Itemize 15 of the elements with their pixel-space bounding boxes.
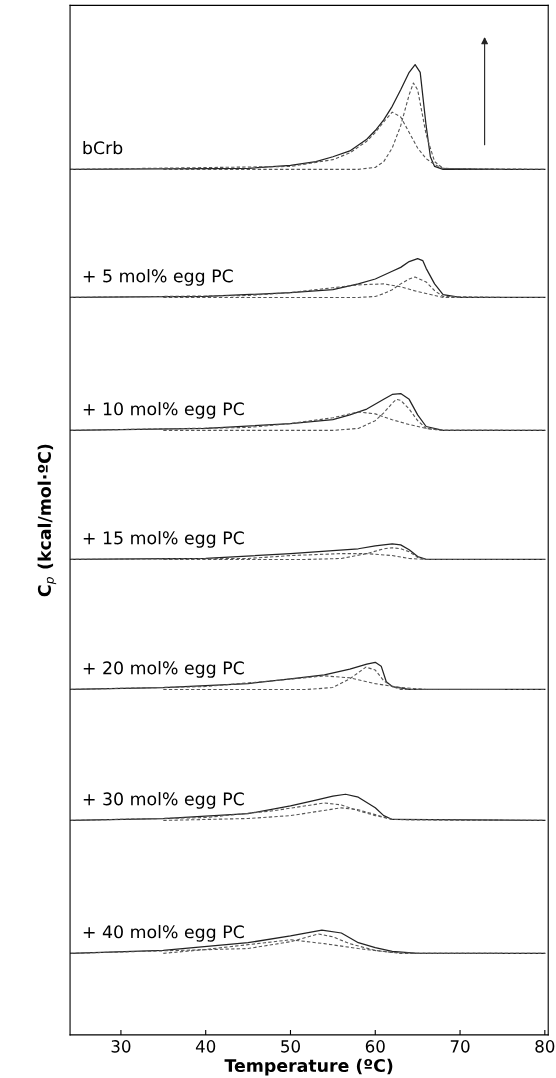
series-label: bCrb xyxy=(83,140,123,155)
x-tick-label: 60 xyxy=(365,1040,385,1053)
x-tick-label: 80 xyxy=(535,1040,555,1053)
series-label: + 40 mol% egg PC xyxy=(83,924,244,942)
x-tick-label: 70 xyxy=(450,1040,470,1053)
series-label: + 20 mol% egg PC xyxy=(83,661,244,678)
x-tick-label: 50 xyxy=(281,1040,300,1053)
series-label: + 15 mol% egg PC xyxy=(83,530,244,548)
y-axis-title: C$_{p}$ (kcal/mol·ºC) xyxy=(37,444,57,597)
series-label: + 30 mol% egg PC xyxy=(83,792,244,809)
x-axis-title: Temperature (ºC) xyxy=(224,1058,393,1076)
series-label: + 5 mol% egg PC xyxy=(83,269,233,286)
series-label: + 10 mol% egg PC xyxy=(83,401,244,419)
x-tick-label: 40 xyxy=(195,1040,216,1053)
x-tick-label: 30 xyxy=(111,1040,131,1053)
